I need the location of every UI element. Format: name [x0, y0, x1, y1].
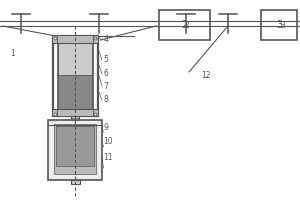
Bar — [261, 10, 297, 40]
Bar — [58, 75, 92, 109]
Bar — [48, 120, 102, 180]
Text: 12: 12 — [201, 72, 211, 80]
Text: 2: 2 — [184, 21, 189, 29]
Bar — [159, 10, 210, 40]
Text: 2: 2 — [182, 20, 188, 30]
Text: 10: 10 — [103, 138, 113, 146]
Text: 1: 1 — [11, 49, 15, 58]
Text: 4: 4 — [103, 36, 108, 45]
Text: 11: 11 — [103, 154, 113, 162]
Text: 5: 5 — [103, 55, 108, 64]
Bar — [58, 43, 92, 75]
Text: 7: 7 — [103, 82, 108, 90]
Bar — [58, 43, 92, 109]
Bar — [54, 124, 96, 174]
Text: 8: 8 — [103, 96, 108, 104]
Bar — [71, 116, 79, 122]
Bar — [56, 126, 94, 166]
Bar — [52, 36, 98, 116]
Bar — [70, 180, 80, 184]
Text: 3: 3 — [280, 21, 285, 29]
Text: 6: 6 — [103, 70, 108, 78]
Bar — [52, 109, 98, 116]
Bar — [52, 36, 98, 43]
Text: 9: 9 — [103, 123, 108, 132]
Text: 3: 3 — [276, 20, 282, 30]
